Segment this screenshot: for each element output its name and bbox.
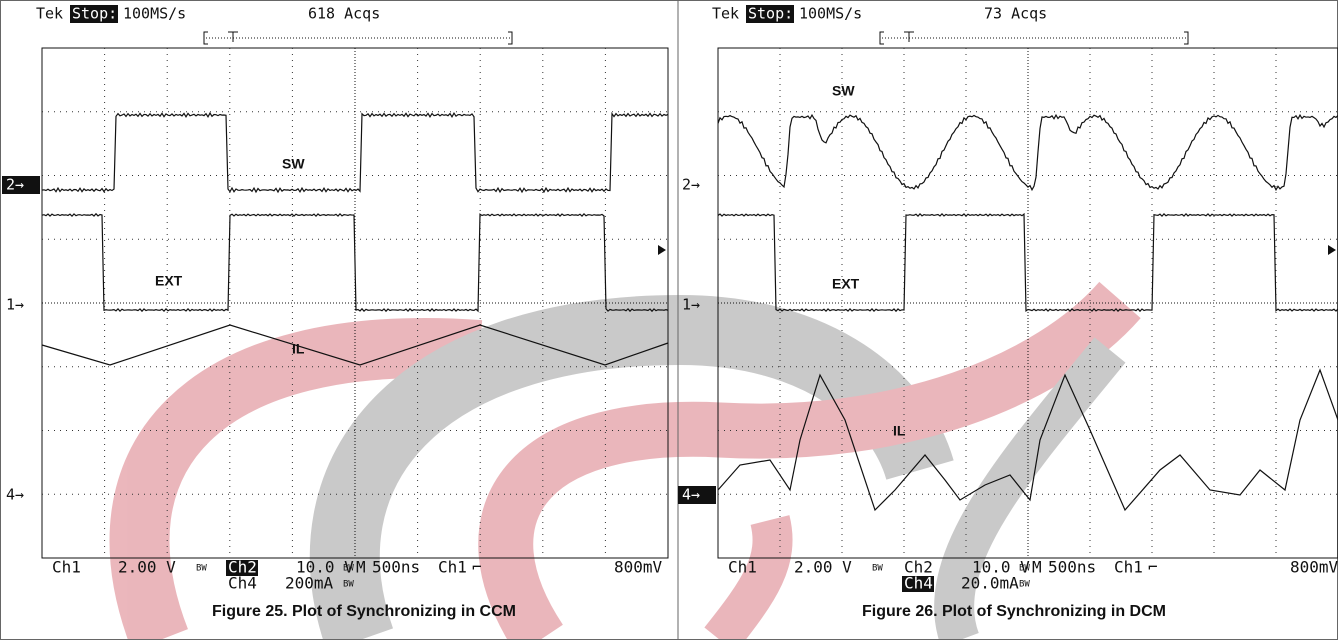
scope-panel: Tek Stop: 100MS/s 73 Acqs 2→ 1→ 4→ SW EXT IL Ch1 2.… (678, 5, 1338, 620)
state: Stop: (748, 5, 793, 23)
trace-label: IL (292, 341, 305, 357)
footer-item: Ch1 (1114, 558, 1143, 577)
channel-marker: 4→ (682, 486, 700, 504)
footer-item: Ch1 (438, 558, 467, 577)
footer-item: ⌐ (472, 558, 482, 577)
footer-item: Ch4 (228, 574, 257, 593)
sample-rate: 100MS/s (799, 5, 862, 23)
brand: Tek (36, 5, 63, 23)
trace-label: SW (832, 83, 855, 99)
state-badge (70, 5, 118, 23)
trigger-pos (228, 31, 238, 42)
trigger-pos (904, 31, 914, 42)
il-trace (717, 368, 1338, 512)
footer-item: BW (1019, 580, 1030, 590)
il-trace (41, 324, 669, 366)
footer-item: Ch2 (904, 558, 933, 577)
footer-item: BW (196, 564, 207, 574)
channel-marker: 1→ (6, 296, 24, 314)
ext-trace (41, 212, 669, 313)
scope-panel: Tek Stop: 100MS/s 618 Acqs 2→ 1→ 4→ SW EXT IL Ch1 2… (2, 5, 669, 620)
footer-item: Ch1 (52, 558, 81, 577)
acquisitions: 618 Acqs (308, 5, 380, 23)
trigger-level (658, 245, 666, 255)
footer-item: Ch1 (728, 558, 757, 577)
trigger-level (1328, 245, 1336, 255)
brand: Tek (712, 5, 739, 23)
footer-badge (902, 576, 934, 592)
footer-item: Ch4 (904, 574, 933, 593)
watermark-swoosh (478, 281, 1141, 640)
channel-marker: 4→ (6, 486, 24, 504)
footer-item: 2.00 V (118, 558, 176, 577)
watermark-swoosh (109, 318, 483, 640)
sample-rate: 100MS/s (123, 5, 186, 23)
footer-badge (226, 560, 258, 576)
watermark-swoosh (704, 515, 793, 640)
footer-item: BW (872, 564, 883, 574)
footer-item: M (356, 558, 366, 577)
footer-item: 500ns (1048, 558, 1096, 577)
channel-marker: 2→ (682, 176, 700, 194)
marker-badge (2, 176, 40, 194)
caption: Figure 26. Plot of Synchronizing in DCM (862, 603, 1166, 620)
record-bracket (879, 31, 1189, 45)
footer-item: M (1032, 558, 1042, 577)
watermark-swoosh (309, 294, 954, 640)
acquisitions: 73 Acqs (984, 5, 1047, 23)
trace-label: EXT (155, 273, 183, 289)
sw-trace (41, 111, 669, 194)
watermark (109, 281, 1141, 640)
state-badge (746, 5, 794, 23)
footer-item: 800mV (1290, 558, 1338, 577)
footer-item: 10.0 V (972, 558, 1030, 577)
footer-item: ⌐ (1148, 558, 1158, 577)
marker-badge (678, 486, 716, 504)
state: Stop: (72, 5, 117, 23)
caption: Figure 25. Plot of Synchronizing in CCM (212, 603, 516, 620)
sw-trace (717, 113, 1338, 192)
footer-item: 10.0 V (296, 558, 354, 577)
footer-item: BW (343, 580, 354, 590)
footer-item: 2.00 V (794, 558, 852, 577)
watermark-swoosh (934, 337, 1126, 640)
footer-item: 20.0mA (961, 574, 1019, 593)
footer-item: 200mA (285, 574, 334, 593)
record-bracket (203, 31, 513, 45)
ext-trace (717, 212, 1338, 313)
channel-marker: 1→ (682, 296, 700, 314)
trace-label: IL (893, 423, 906, 439)
footer-item: Ch2 (228, 558, 257, 577)
footer-item: 800mV (614, 558, 663, 577)
footer-item: BW (1019, 564, 1030, 574)
footer-item: 500ns (372, 558, 420, 577)
channel-marker: 2→ (6, 176, 24, 194)
trace-label: SW (282, 156, 305, 172)
trace-label: EXT (832, 276, 860, 292)
footer-item: BW (343, 564, 354, 574)
